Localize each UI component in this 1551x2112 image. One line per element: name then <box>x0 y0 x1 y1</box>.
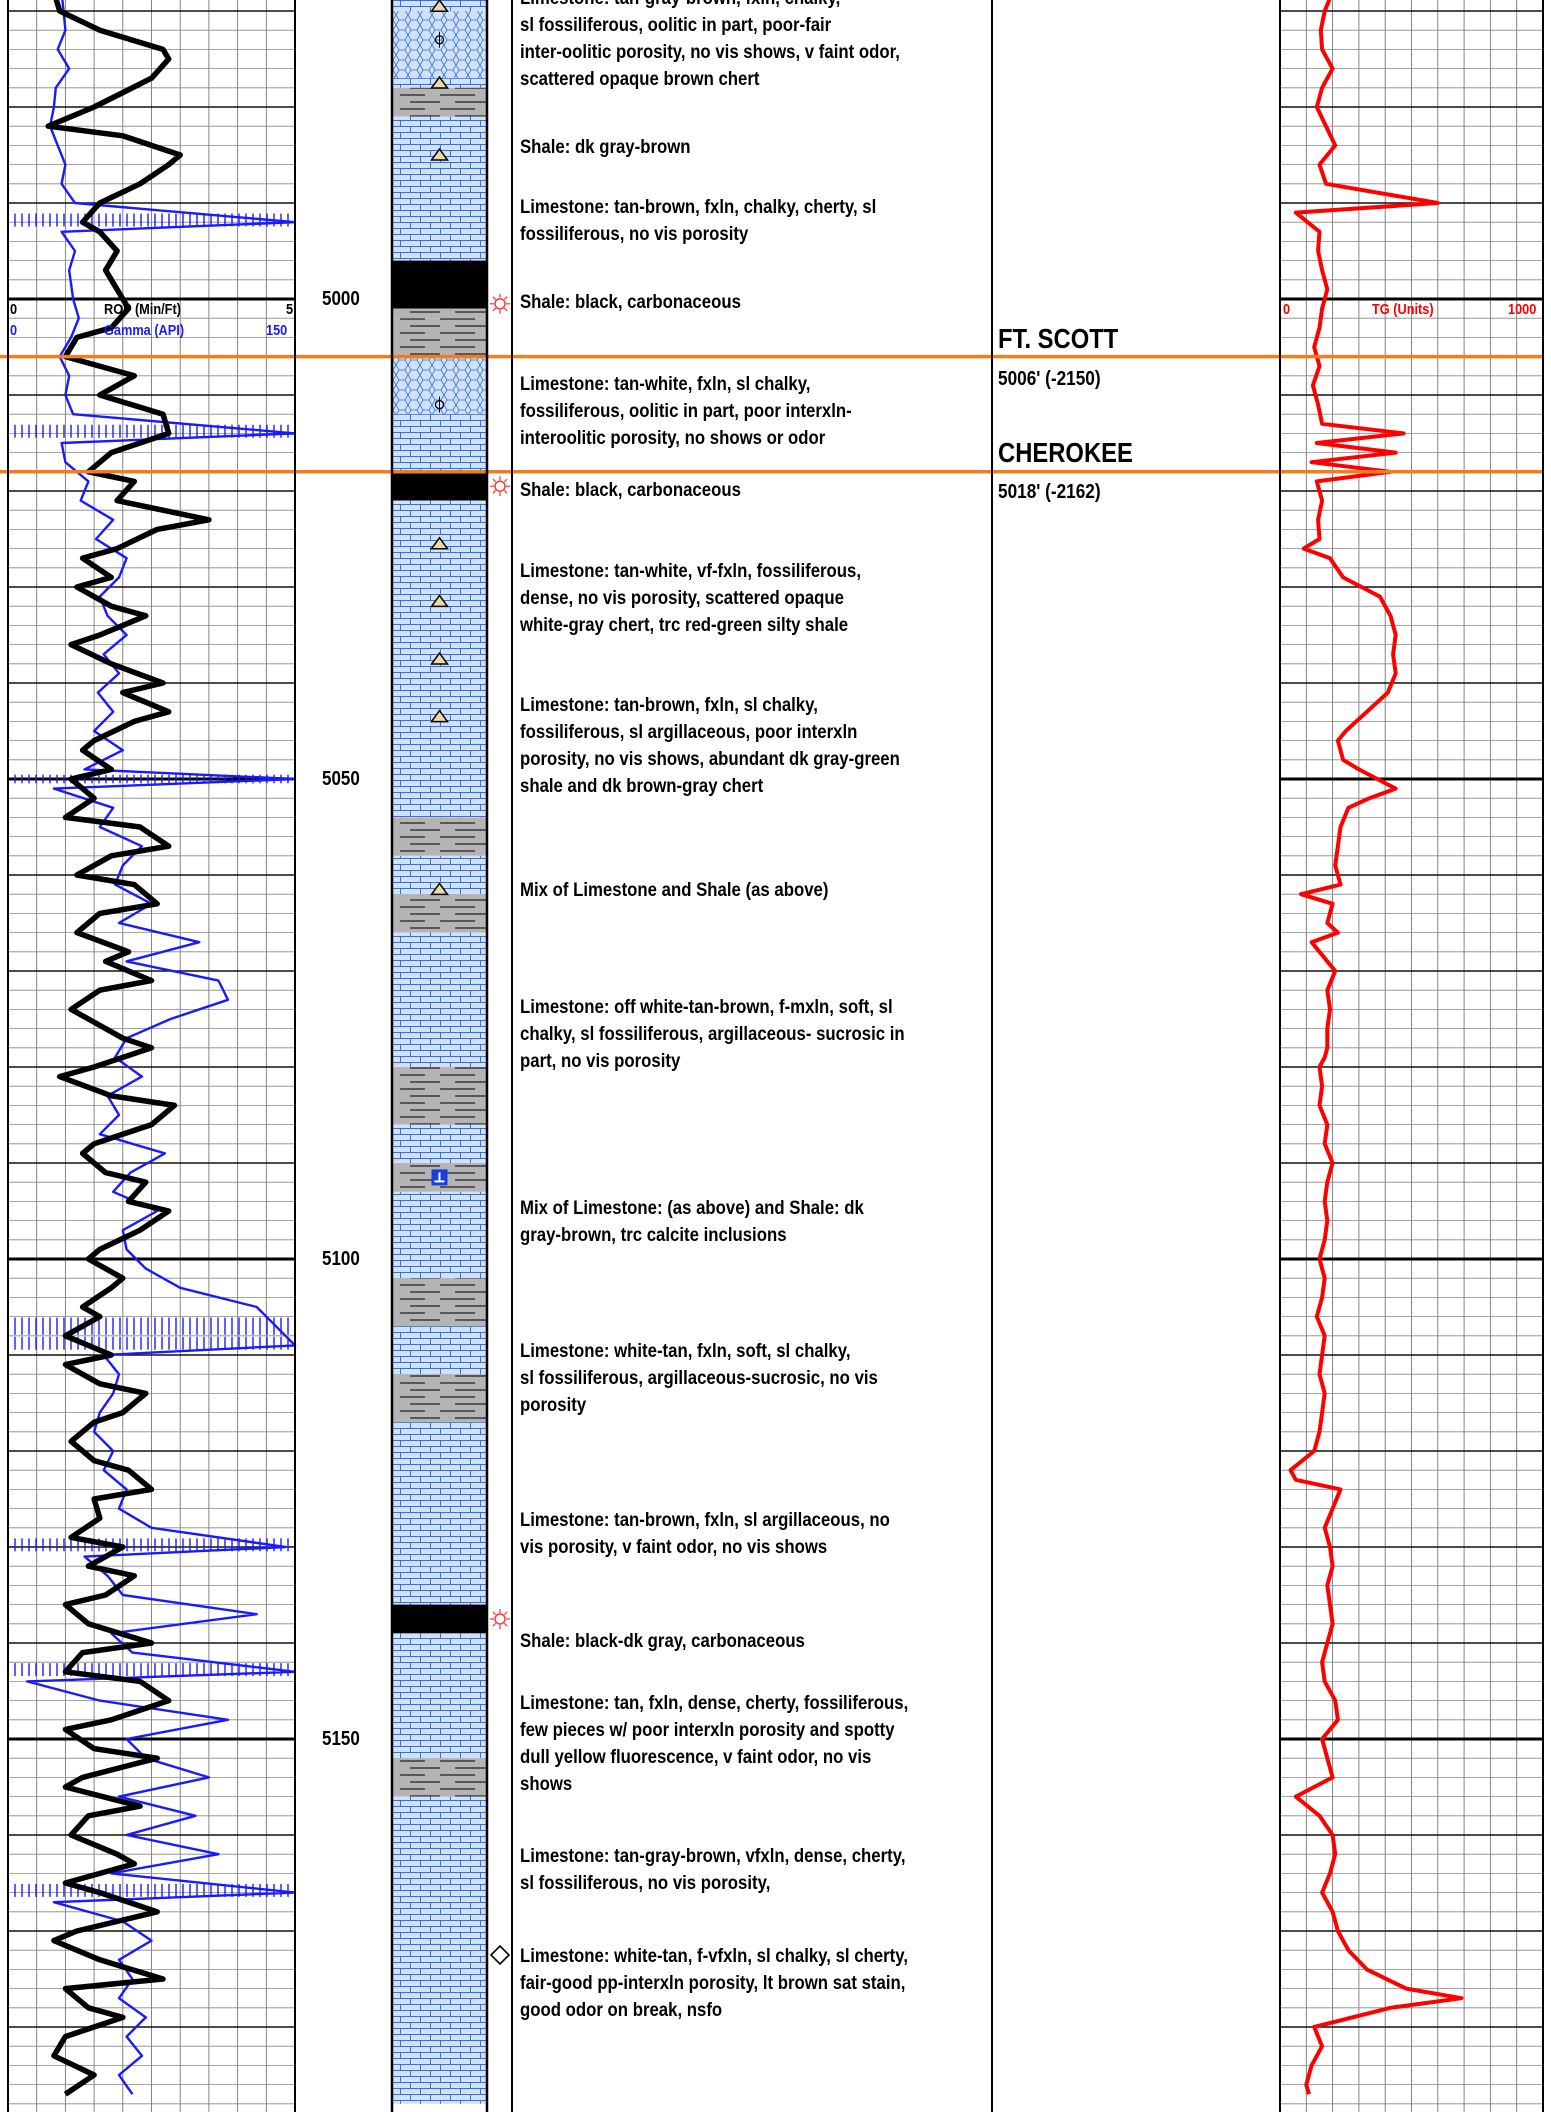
left-track-grid <box>8 0 295 2112</box>
lithology-interval-lime <box>392 414 487 472</box>
carbonaceous-symbol <box>492 478 497 483</box>
lithology-interval-lime <box>392 203 487 261</box>
carbonaceous-symbol <box>503 1611 508 1616</box>
lithology-interval-shale <box>392 817 487 856</box>
lithology-interval-lime <box>392 1633 487 1759</box>
carbonaceous-symbol <box>492 490 497 494</box>
lithology-interval-black <box>392 471 487 501</box>
carbonaceous-symbol <box>490 293 510 314</box>
carbonaceous-symbol <box>503 1622 508 1627</box>
carbonaceous-symbol <box>490 476 510 497</box>
lithology-interval-lime <box>392 1566 487 1605</box>
lithology-interval-lime <box>392 1326 487 1375</box>
rop-scale-label: ROP (Min/Ft) <box>104 301 181 318</box>
lithology-interval-lime <box>392 1191 487 1231</box>
formation-top-lines <box>0 354 1543 474</box>
tg-scale-min: 0 <box>1283 301 1291 318</box>
tg-curve <box>1288 0 1464 2095</box>
lithology-interval-shale <box>392 1374 487 1423</box>
formation-top-depth: 5006' (-2150) <box>998 368 1101 390</box>
lithology-symbols <box>430 0 511 1966</box>
carbonaceous-symbol <box>494 1613 506 1625</box>
lithology-column <box>392 0 487 2104</box>
lithology-interval-lime <box>392 519 487 818</box>
lithology-description: Limestone: white-tan, f-vfxln, sl chalky… <box>520 1945 908 2021</box>
carbonaceous-symbol <box>503 478 508 483</box>
lithology-description: Limestone: tan-brown, fxln, sl chalky, f… <box>520 694 900 797</box>
carbonaceous-symbol <box>492 307 497 312</box>
carbonaceous-symbol <box>492 1611 497 1616</box>
lithology-interval-lime <box>392 1124 487 1163</box>
chert-symbol <box>430 594 449 608</box>
formation-top-name: CHEROKEE <box>998 437 1133 468</box>
chert-symbol <box>430 147 449 161</box>
lithology-description: Limestone: off white-tan-brown, f-mxln, … <box>520 996 905 1072</box>
lithology-description: Limestone: white-tan, fxln, soft, sl cha… <box>520 1340 878 1416</box>
show-diamond-icon <box>489 1944 511 1966</box>
lithology-description: Shale: black, carbonaceous <box>520 291 741 313</box>
chert-symbol <box>430 0 449 12</box>
gamma-scale-max: 150 <box>266 322 288 339</box>
lithology-description: Limestone: tan-white, fxln, sl chalky, f… <box>520 373 852 449</box>
rop-scale-min: 0 <box>10 301 18 318</box>
gamma-scale-label: Gamma (API) <box>104 322 185 339</box>
log-curves <box>25 0 1464 2097</box>
chert-symbol <box>430 882 449 896</box>
depth-label: 5050 <box>322 768 360 790</box>
lithology-interval-shale <box>392 308 487 319</box>
carbonaceous-symbol <box>503 307 508 312</box>
lithology-description: Limestone: tan, fxln, dense, cherty, fos… <box>520 1692 909 1795</box>
lithology-interval-lime <box>392 1230 487 1279</box>
gamma-scale-min: 0 <box>10 322 18 339</box>
carbonaceous-symbol <box>503 296 508 300</box>
chert-symbol <box>430 75 449 89</box>
carbonaceous-symbol <box>490 1609 510 1629</box>
depth-label: 5000 <box>322 288 360 310</box>
gamma-hot-hatch <box>8 774 295 784</box>
lithology-description: Shale: dk gray-brown <box>520 136 691 158</box>
lithology-description: Limestone: tan-gray-brown, vfxln, dense,… <box>520 1845 906 1894</box>
depth-label: 5150 <box>322 1728 360 1750</box>
lithology-description: Shale: black-dk gray, carbonaceous <box>520 1630 805 1652</box>
lithology-interval-black <box>392 260 487 309</box>
tg-scale-max: 1000 <box>1508 301 1537 318</box>
carbonaceous-symbol <box>492 1622 497 1627</box>
carbonaceous-symbol <box>494 298 506 310</box>
carbonaceous-symbol <box>503 490 508 494</box>
lithology-description: Mix of Limestone: (as above) and Shale: … <box>520 1197 864 1246</box>
lithology-description: Limestone: tan-brown, fxln, sl argillace… <box>520 1509 890 1558</box>
lithology-description: Limestone: tan-brown, fxln, chalky, cher… <box>520 196 877 245</box>
rop-curve <box>45 0 212 2097</box>
right-track-grid <box>1280 0 1543 2112</box>
gamma-hot-hatch <box>8 1317 295 1335</box>
depth-label: 5100 <box>322 1248 360 1270</box>
chert-symbol <box>430 709 449 723</box>
lithology-interval-lime <box>392 1422 487 1567</box>
tg-scale-label: TG (Units) <box>1372 301 1434 318</box>
lithology-description: Mix of Limestone and Shale (as above) <box>520 879 829 901</box>
lithology-description: Shale: black, carbonaceous <box>520 479 741 501</box>
lithology-interval-shale <box>392 1278 487 1327</box>
carbonaceous-symbol <box>494 480 506 492</box>
lithology-interval-shale <box>392 894 487 933</box>
lithology-interval-lime <box>392 1796 487 2104</box>
lithology-interval-black <box>392 1604 487 1634</box>
lithology-interval-shale <box>392 1067 487 1125</box>
rop-scale-max: 5 <box>286 301 294 318</box>
carbonaceous-symbol <box>492 296 497 300</box>
lithology-interval-lime <box>392 500 487 520</box>
lithology-interval-shale <box>392 1758 487 1797</box>
formation-top-depth: 5018' (-2162) <box>998 481 1101 503</box>
lithology-interval-shale <box>392 87 487 117</box>
lithology-interval-lime <box>392 932 487 1067</box>
lithology-interval-shale <box>392 318 487 357</box>
lithology-description: Limestone: tan-gray-brown, fxln, chalky,… <box>520 0 900 90</box>
chert-symbol <box>430 651 449 665</box>
lithology-description: Limestone: tan-white, vf-fxln, fossilife… <box>520 560 862 636</box>
formation-top-name: FT. SCOTT <box>998 323 1119 354</box>
track-frame <box>7 0 1544 2112</box>
chert-symbol <box>430 536 449 550</box>
